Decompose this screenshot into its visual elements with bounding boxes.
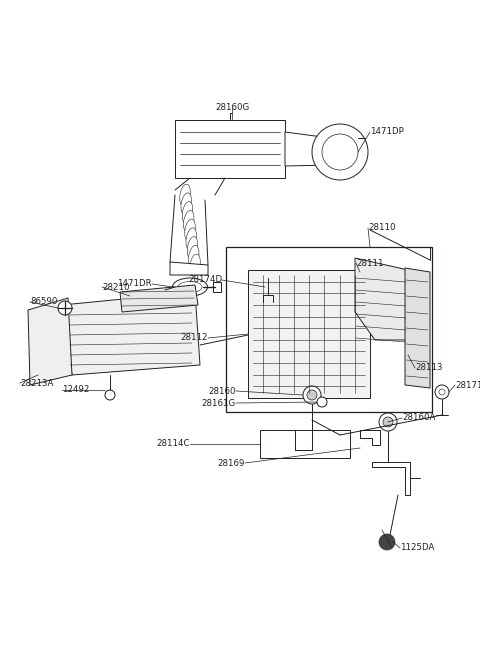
Text: 28169: 28169 [217, 459, 245, 468]
Ellipse shape [186, 228, 196, 250]
Polygon shape [248, 270, 370, 398]
Ellipse shape [181, 193, 192, 215]
Ellipse shape [189, 245, 199, 267]
Ellipse shape [185, 219, 195, 241]
Text: 28160A: 28160A [402, 413, 435, 422]
Text: 28113: 28113 [415, 363, 443, 373]
Text: 12492: 12492 [62, 386, 89, 394]
Circle shape [312, 124, 368, 180]
Ellipse shape [180, 184, 190, 206]
Polygon shape [360, 430, 380, 445]
Text: 28111: 28111 [356, 258, 384, 268]
Text: 1471DP: 1471DP [370, 127, 404, 136]
Polygon shape [405, 268, 430, 388]
Text: 28160: 28160 [208, 386, 236, 396]
Polygon shape [62, 292, 200, 375]
Circle shape [58, 301, 72, 315]
Bar [213, 282, 221, 292]
Ellipse shape [178, 281, 202, 293]
Text: 28174D: 28174D [188, 276, 222, 285]
Ellipse shape [183, 211, 194, 232]
Circle shape [322, 134, 358, 170]
Ellipse shape [172, 278, 207, 296]
Circle shape [383, 417, 393, 427]
Polygon shape [170, 262, 208, 275]
Ellipse shape [190, 254, 200, 276]
Text: 28171K: 28171K [455, 380, 480, 390]
Text: 28210: 28210 [102, 283, 130, 291]
Text: 28110: 28110 [368, 224, 396, 232]
Polygon shape [355, 258, 408, 340]
Text: 28213A: 28213A [20, 379, 53, 388]
Polygon shape [372, 462, 410, 495]
Polygon shape [28, 298, 72, 385]
Circle shape [307, 390, 317, 400]
Circle shape [105, 390, 115, 400]
Text: 28114C: 28114C [156, 440, 190, 449]
Polygon shape [175, 120, 285, 178]
Polygon shape [285, 132, 330, 166]
Polygon shape [120, 285, 198, 312]
Bar [260, 430, 350, 458]
Circle shape [439, 389, 445, 395]
Ellipse shape [182, 201, 193, 223]
Circle shape [303, 386, 321, 404]
Text: 86590: 86590 [30, 298, 58, 306]
Text: 1125DA: 1125DA [400, 544, 434, 552]
Bar [226, 247, 432, 412]
Circle shape [379, 413, 397, 431]
Text: 28160G: 28160G [215, 104, 249, 112]
Circle shape [317, 397, 327, 407]
Text: 28161G: 28161G [202, 398, 236, 407]
Ellipse shape [187, 237, 198, 258]
Text: 1471DR: 1471DR [118, 279, 152, 289]
Circle shape [435, 385, 449, 399]
Text: 28112: 28112 [180, 333, 208, 342]
Circle shape [379, 534, 395, 550]
